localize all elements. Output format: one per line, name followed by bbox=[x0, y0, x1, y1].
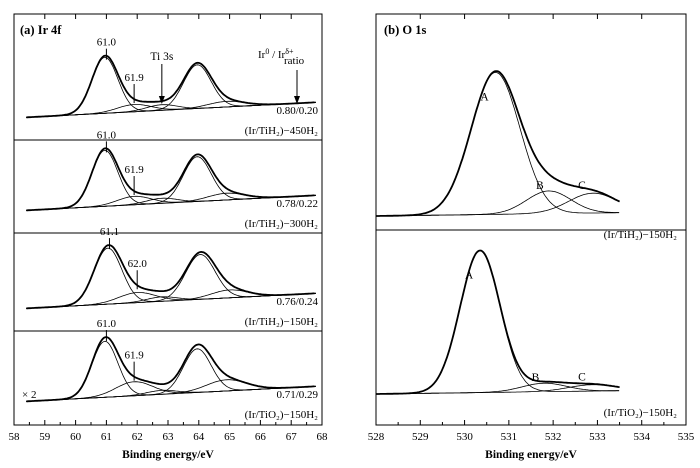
envelope-curve bbox=[26, 54, 315, 119]
sample-label: (Ir/TiH₂)−150H₂ bbox=[604, 229, 678, 241]
panel-b-spectra: A B C (Ir/TiH₂)−150H₂ A B C (Ir/TiO₂)−150H₂ bbox=[376, 70, 678, 419]
x-tick-label: 64 bbox=[193, 431, 205, 443]
peak-label: 61.0 bbox=[97, 129, 117, 141]
panel-a: (a) Ir 4f Ir0 / Irδ+ ratio Ti 3s × 2 Bin… bbox=[9, 13, 329, 461]
scale-note: × 2 bbox=[22, 389, 36, 401]
peak-label: 61.9 bbox=[124, 350, 144, 362]
ratio-word: ratio bbox=[284, 55, 305, 67]
peak-label: 61.0 bbox=[97, 318, 117, 330]
x-tick-label: 66 bbox=[255, 431, 267, 443]
peak-label: 61.1 bbox=[100, 226, 119, 238]
sample-label: (Ir/TiO₂)−150H₂ bbox=[604, 407, 678, 419]
component-label: A bbox=[480, 91, 489, 103]
x-tick-label: 528 bbox=[368, 431, 385, 443]
x-tick-label: 533 bbox=[589, 431, 606, 443]
ti-3s-label: Ti 3s bbox=[150, 51, 173, 63]
x-tick-label: 61 bbox=[101, 431, 112, 443]
component-label: B bbox=[536, 180, 544, 192]
component-curve bbox=[26, 292, 316, 309]
envelope-curve bbox=[26, 147, 315, 212]
x-tick-label: 68 bbox=[317, 431, 329, 443]
ratio-header: Ir0 / Irδ+ bbox=[258, 47, 294, 62]
ratio-header-part: Ir bbox=[258, 49, 266, 61]
panel-b-xlabel: Binding energy/eV bbox=[485, 449, 577, 461]
x-tick-label: 62 bbox=[132, 431, 143, 443]
ratio-value: 0.78/0.22 bbox=[276, 198, 318, 210]
envelope-curve bbox=[26, 336, 315, 403]
component-curve bbox=[26, 56, 316, 118]
sample-label: (Ir/TiH₂)−150H₂ bbox=[245, 316, 319, 328]
ratio-header-part: 0 bbox=[265, 47, 269, 56]
x-tick-label: 65 bbox=[224, 431, 236, 443]
panel-a-xlabel: Binding energy/eV bbox=[122, 449, 214, 461]
peak-label: 61.9 bbox=[124, 72, 144, 84]
x-tick-label: 529 bbox=[412, 431, 429, 443]
component-curve bbox=[26, 340, 316, 402]
peak-label: 62.0 bbox=[128, 258, 148, 270]
ratio-header-part: δ+ bbox=[285, 47, 294, 56]
ratio-value: 0.76/0.24 bbox=[276, 296, 318, 308]
panel-b: (b) O 1s Binding energy/eV 528 529 530 531 5… bbox=[368, 13, 695, 461]
envelope-curve bbox=[376, 70, 621, 217]
ratio-value: 0.71/0.29 bbox=[276, 389, 318, 401]
x-tick-label: 535 bbox=[678, 431, 695, 443]
x-tick-label: 63 bbox=[163, 431, 175, 443]
panel-a-x-axis: 58 59 60 61 62 63 64 65 66 67 68 bbox=[9, 14, 329, 443]
component-curve bbox=[376, 71, 620, 217]
component-label: C bbox=[578, 372, 586, 384]
ti-arrow-head bbox=[158, 96, 165, 104]
ratio-value: 0.80/0.20 bbox=[276, 105, 318, 117]
component-curve bbox=[26, 149, 316, 211]
x-tick-label: 59 bbox=[39, 431, 51, 443]
sample-label: (Ir/TiH₂)−300H₂ bbox=[245, 218, 319, 230]
panel-b-label: (b) O 1s bbox=[384, 23, 427, 37]
x-tick-label: 534 bbox=[633, 431, 650, 443]
component-curve bbox=[26, 385, 316, 402]
x-tick-label: 67 bbox=[286, 431, 298, 443]
x-tick-label: 531 bbox=[501, 431, 518, 443]
panel-b-frame bbox=[375, 13, 687, 426]
component-label: A bbox=[465, 270, 474, 282]
panel-a-spectra: 61.0 61.9 0.80/0.20 (Ir/TiH₂)−450H₂ 61.0 61.9… bbox=[14, 37, 322, 421]
peak-label: 61.0 bbox=[97, 37, 117, 49]
envelope-curve bbox=[26, 244, 315, 310]
ratio-header-part: / Ir bbox=[269, 49, 285, 61]
x-tick-label: 58 bbox=[9, 431, 21, 443]
envelope-curve bbox=[376, 249, 620, 395]
panel-a-label: (a) Ir 4f bbox=[20, 23, 62, 37]
component-label: C bbox=[578, 180, 586, 192]
sample-label: (Ir/TiH₂)−450H₂ bbox=[245, 125, 319, 137]
x-tick-label: 60 bbox=[70, 431, 82, 443]
ratio-arrow-head bbox=[294, 96, 300, 104]
component-curve bbox=[26, 254, 316, 309]
component-label: B bbox=[532, 372, 540, 384]
panel-b-x-axis: 528 529 530 531 532 533 534 535 bbox=[368, 14, 695, 443]
x-tick-label: 530 bbox=[456, 431, 473, 443]
x-tick-label: 532 bbox=[545, 431, 562, 443]
panel-a-arrows bbox=[158, 64, 300, 104]
peak-label: 61.9 bbox=[124, 164, 144, 176]
sample-label: (Ir/TiO₂)−150H₂ bbox=[245, 409, 319, 421]
